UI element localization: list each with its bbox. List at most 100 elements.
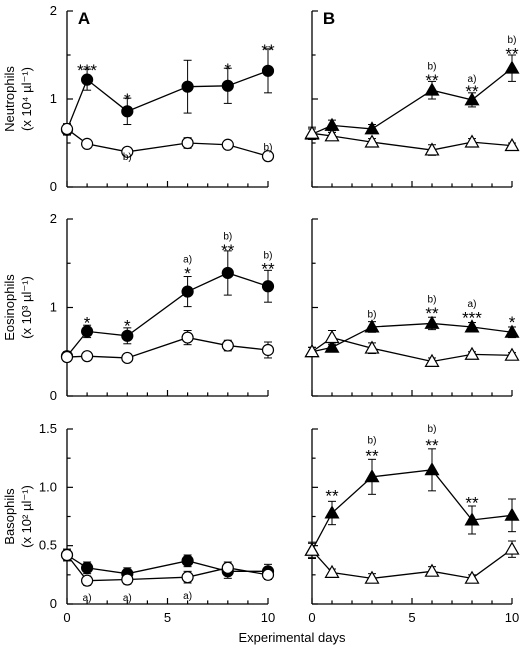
series-open-circle xyxy=(60,122,275,163)
data-point xyxy=(181,571,194,584)
data-point xyxy=(80,561,94,574)
x-tick-label: 0 xyxy=(308,610,315,625)
data-point xyxy=(364,570,380,584)
data-point xyxy=(504,137,520,152)
data-point xyxy=(221,339,234,352)
footnote-mark: b) xyxy=(223,232,232,243)
data-point xyxy=(364,469,380,483)
y-tick-label: 2 xyxy=(50,211,57,226)
significance-mark: ** xyxy=(465,493,479,512)
series-open-triangle xyxy=(304,125,520,156)
data-point xyxy=(504,507,520,521)
footnote-mark: b) xyxy=(428,424,437,435)
x-tick-label: 5 xyxy=(164,610,171,625)
data-point xyxy=(464,346,480,360)
data-point xyxy=(504,541,520,555)
footnote-mark: b) xyxy=(368,310,377,321)
y-tick-label: 1 xyxy=(50,300,57,315)
data-point xyxy=(464,134,480,148)
series-line xyxy=(66,554,269,582)
y-tick-label: 2 xyxy=(50,3,57,18)
data-point xyxy=(424,315,440,329)
data-point xyxy=(464,512,480,526)
significance-mark: * xyxy=(509,313,516,332)
significance-mark: ** xyxy=(465,82,479,101)
significance-mark: ** xyxy=(425,436,439,455)
data-point xyxy=(261,280,275,293)
series-line xyxy=(66,554,268,575)
data-point xyxy=(181,331,194,344)
y-tick-label: 1 xyxy=(50,91,57,106)
series-filled-circle xyxy=(60,250,275,363)
data-point xyxy=(304,344,320,358)
data-point xyxy=(304,125,320,139)
data-point xyxy=(181,136,194,150)
data-point xyxy=(261,568,275,581)
data-point xyxy=(424,142,440,156)
data-point xyxy=(221,79,234,92)
data-point xyxy=(60,548,74,562)
data-point xyxy=(504,347,520,361)
series-line xyxy=(66,70,269,131)
data-point xyxy=(80,574,94,587)
data-point xyxy=(181,80,194,93)
data-point xyxy=(324,564,340,578)
y-axis-label: Basophils xyxy=(2,488,17,545)
y-axis-label: Neutrophils xyxy=(2,66,17,132)
series-line xyxy=(311,132,513,151)
significance-mark: ** xyxy=(221,241,235,260)
y-axis-unit: (x 10⁴ µl⁻¹) xyxy=(19,67,34,131)
data-point xyxy=(424,82,440,96)
data-point xyxy=(324,128,340,142)
panel-b-3: 0 5 10****b) **b)** xyxy=(304,424,520,625)
series-line xyxy=(66,128,269,157)
panel-b-1: B**b)**a)**b) xyxy=(304,9,520,188)
significance-mark: ** xyxy=(425,304,439,323)
significance-mark: * xyxy=(124,316,131,335)
y-tick-label: 0 xyxy=(50,596,57,611)
x-tick-label: 5 xyxy=(408,610,415,625)
footnote-mark: a) xyxy=(468,299,477,310)
data-point xyxy=(261,150,275,163)
footnote-mark: b) xyxy=(264,250,273,261)
data-point xyxy=(121,145,134,158)
data-point xyxy=(464,92,480,106)
footnote-mark: a) xyxy=(183,255,192,266)
significance-mark: ** xyxy=(261,260,275,279)
data-point xyxy=(424,353,440,367)
data-point xyxy=(464,319,480,333)
data-point xyxy=(261,64,275,77)
series-line xyxy=(311,336,513,363)
data-point xyxy=(80,73,94,86)
data-point xyxy=(80,137,94,150)
y-tick-label: 0.5 xyxy=(39,538,57,553)
significance-mark: ** xyxy=(425,71,439,90)
data-point xyxy=(261,343,275,357)
data-point xyxy=(324,339,340,353)
data-point xyxy=(221,138,234,151)
series-open-triangle xyxy=(304,329,520,367)
significance-mark: ** xyxy=(261,41,275,60)
significance-mark: ** xyxy=(365,447,379,466)
y-axis-unit: (x 10² µl⁻¹) xyxy=(19,485,34,548)
data-point xyxy=(60,350,74,364)
data-point xyxy=(324,329,340,344)
significance-mark: * xyxy=(124,90,131,109)
series-line xyxy=(311,67,513,135)
data-point xyxy=(364,340,380,354)
footnote-mark: b) xyxy=(123,152,132,163)
data-point xyxy=(221,266,234,280)
significance-mark: * xyxy=(224,60,231,79)
footnote-mark: a) xyxy=(468,74,477,85)
footnote-mark: a) xyxy=(123,593,132,604)
y-tick-label: 0 xyxy=(50,388,57,403)
series-filled-triangle xyxy=(304,315,520,358)
x-tick-label: 0 xyxy=(63,610,70,625)
data-point xyxy=(504,60,520,74)
series-open-triangle xyxy=(304,540,520,584)
data-point xyxy=(181,285,194,298)
